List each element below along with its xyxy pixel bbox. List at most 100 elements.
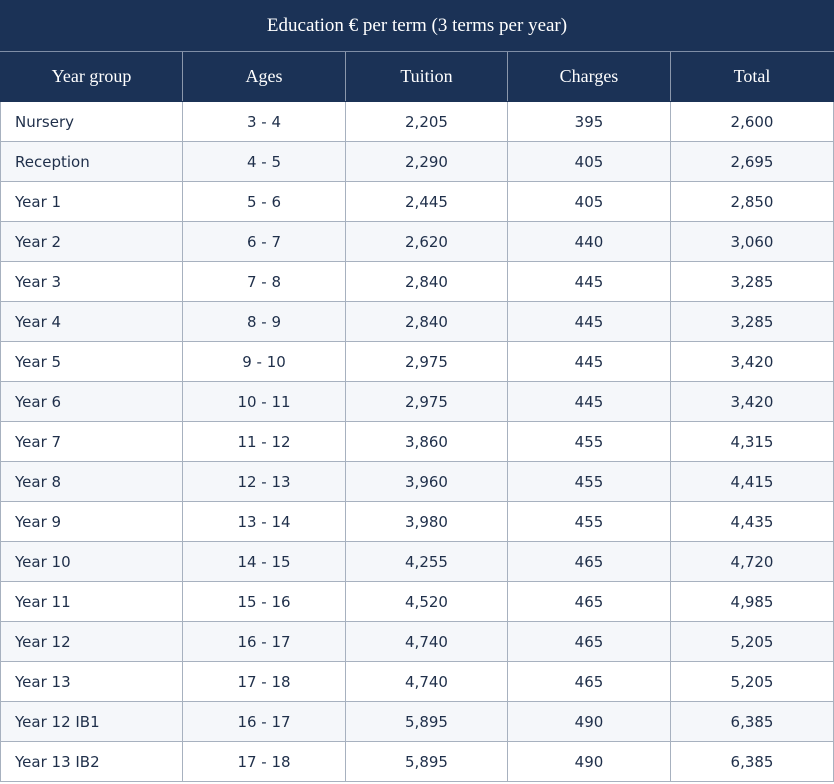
cell-total: 2,850 (669, 181, 834, 222)
cell-total: 3,420 (669, 381, 834, 422)
cell-ages: 10 - 11 (182, 381, 346, 422)
cell-tuition: 2,445 (345, 181, 508, 222)
cell-charges: 445 (507, 341, 671, 382)
cell-ages: 8 - 9 (182, 301, 346, 342)
cell-tuition: 5,895 (345, 701, 508, 742)
cell-ages: 4 - 5 (182, 141, 346, 182)
cell-charges: 455 (507, 501, 671, 542)
cell-tuition: 4,740 (345, 621, 508, 662)
cell-total: 3,420 (669, 341, 834, 382)
cell-tuition: 2,620 (345, 221, 508, 262)
column-header-charges: Charges (507, 51, 671, 102)
cell-ages: 16 - 17 (182, 621, 346, 662)
table-row: Year 12 IB1 16 - 17 5,895 490 6,385 (0, 701, 834, 742)
table-title: Education € per term (3 terms per year) (0, 0, 834, 52)
table-row: Reception 4 - 5 2,290 405 2,695 (0, 141, 834, 182)
column-header-ages: Ages (182, 51, 346, 102)
cell-tuition: 3,980 (345, 501, 508, 542)
cell-ages: 11 - 12 (182, 421, 346, 462)
cell-year-group: Year 13 IB2 (0, 741, 183, 782)
cell-total: 3,285 (669, 261, 834, 302)
cell-ages: 9 - 10 (182, 341, 346, 382)
cell-total: 2,695 (669, 141, 834, 182)
cell-tuition: 2,975 (345, 341, 508, 382)
cell-year-group: Year 8 (0, 461, 183, 502)
cell-tuition: 2,840 (345, 261, 508, 302)
cell-charges: 455 (507, 461, 671, 502)
table-title-row: Education € per term (3 terms per year) (0, 0, 834, 52)
cell-charges: 465 (507, 661, 671, 702)
cell-year-group: Year 12 (0, 621, 183, 662)
column-header-row: Year group Ages Tuition Charges Total (0, 51, 834, 102)
cell-tuition: 2,205 (345, 101, 508, 142)
cell-ages: 16 - 17 (182, 701, 346, 742)
cell-total: 4,415 (669, 461, 834, 502)
cell-ages: 3 - 4 (182, 101, 346, 142)
cell-year-group: Year 10 (0, 541, 183, 582)
cell-total: 5,205 (669, 661, 834, 702)
table-row: Year 9 13 - 14 3,980 455 4,435 (0, 501, 834, 542)
cell-ages: 7 - 8 (182, 261, 346, 302)
cell-year-group: Nursery (0, 101, 183, 142)
cell-charges: 490 (507, 701, 671, 742)
cell-total: 4,315 (669, 421, 834, 462)
cell-total: 4,435 (669, 501, 834, 542)
cell-year-group: Year 4 (0, 301, 183, 342)
cell-year-group: Year 6 (0, 381, 183, 422)
cell-charges: 445 (507, 261, 671, 302)
cell-tuition: 2,290 (345, 141, 508, 182)
cell-year-group: Year 5 (0, 341, 183, 382)
cell-ages: 17 - 18 (182, 741, 346, 782)
cell-total: 6,385 (669, 701, 834, 742)
cell-total: 5,205 (669, 621, 834, 662)
table-row: Nursery 3 - 4 2,205 395 2,600 (0, 101, 834, 142)
cell-charges: 405 (507, 181, 671, 222)
table-row: Year 13 IB2 17 - 18 5,895 490 6,385 (0, 741, 834, 782)
cell-year-group: Year 9 (0, 501, 183, 542)
cell-total: 4,720 (669, 541, 834, 582)
cell-total: 3,060 (669, 221, 834, 262)
cell-year-group: Year 7 (0, 421, 183, 462)
table-row: Year 11 15 - 16 4,520 465 4,985 (0, 581, 834, 622)
cell-total: 4,985 (669, 581, 834, 622)
cell-year-group: Year 1 (0, 181, 183, 222)
cell-ages: 17 - 18 (182, 661, 346, 702)
cell-ages: 6 - 7 (182, 221, 346, 262)
cell-total: 3,285 (669, 301, 834, 342)
cell-charges: 395 (507, 101, 671, 142)
cell-year-group: Year 12 IB1 (0, 701, 183, 742)
cell-year-group: Year 13 (0, 661, 183, 702)
cell-tuition: 4,520 (345, 581, 508, 622)
cell-year-group: Year 3 (0, 261, 183, 302)
cell-ages: 15 - 16 (182, 581, 346, 622)
table-row: Year 8 12 - 13 3,960 455 4,415 (0, 461, 834, 502)
table-row: Year 10 14 - 15 4,255 465 4,720 (0, 541, 834, 582)
cell-tuition: 3,960 (345, 461, 508, 502)
cell-tuition: 4,255 (345, 541, 508, 582)
table-row: Year 12 16 - 17 4,740 465 5,205 (0, 621, 834, 662)
column-header-tuition: Tuition (345, 51, 508, 102)
cell-charges: 440 (507, 221, 671, 262)
table-row: Year 6 10 - 11 2,975 445 3,420 (0, 381, 834, 422)
cell-total: 2,600 (669, 101, 834, 142)
cell-charges: 445 (507, 301, 671, 342)
table-row: Year 13 17 - 18 4,740 465 5,205 (0, 661, 834, 702)
cell-charges: 455 (507, 421, 671, 462)
cell-ages: 13 - 14 (182, 501, 346, 542)
column-header-year-group: Year group (0, 51, 183, 102)
cell-tuition: 5,895 (345, 741, 508, 782)
table-row: Year 7 11 - 12 3,860 455 4,315 (0, 421, 834, 462)
cell-charges: 445 (507, 381, 671, 422)
cell-year-group: Reception (0, 141, 183, 182)
cell-ages: 12 - 13 (182, 461, 346, 502)
column-header-total: Total (669, 51, 834, 102)
cell-charges: 465 (507, 581, 671, 622)
